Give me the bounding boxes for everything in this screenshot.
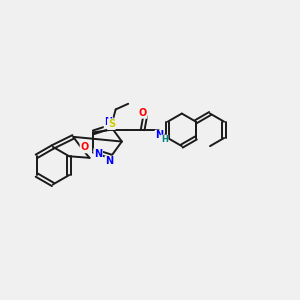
Text: N: N [155, 130, 164, 140]
Text: O: O [139, 108, 147, 118]
Text: S: S [108, 119, 115, 129]
Text: N: N [104, 117, 112, 127]
Text: H: H [161, 135, 168, 144]
Text: N: N [105, 156, 113, 167]
Text: O: O [80, 142, 89, 152]
Text: N: N [94, 149, 102, 159]
